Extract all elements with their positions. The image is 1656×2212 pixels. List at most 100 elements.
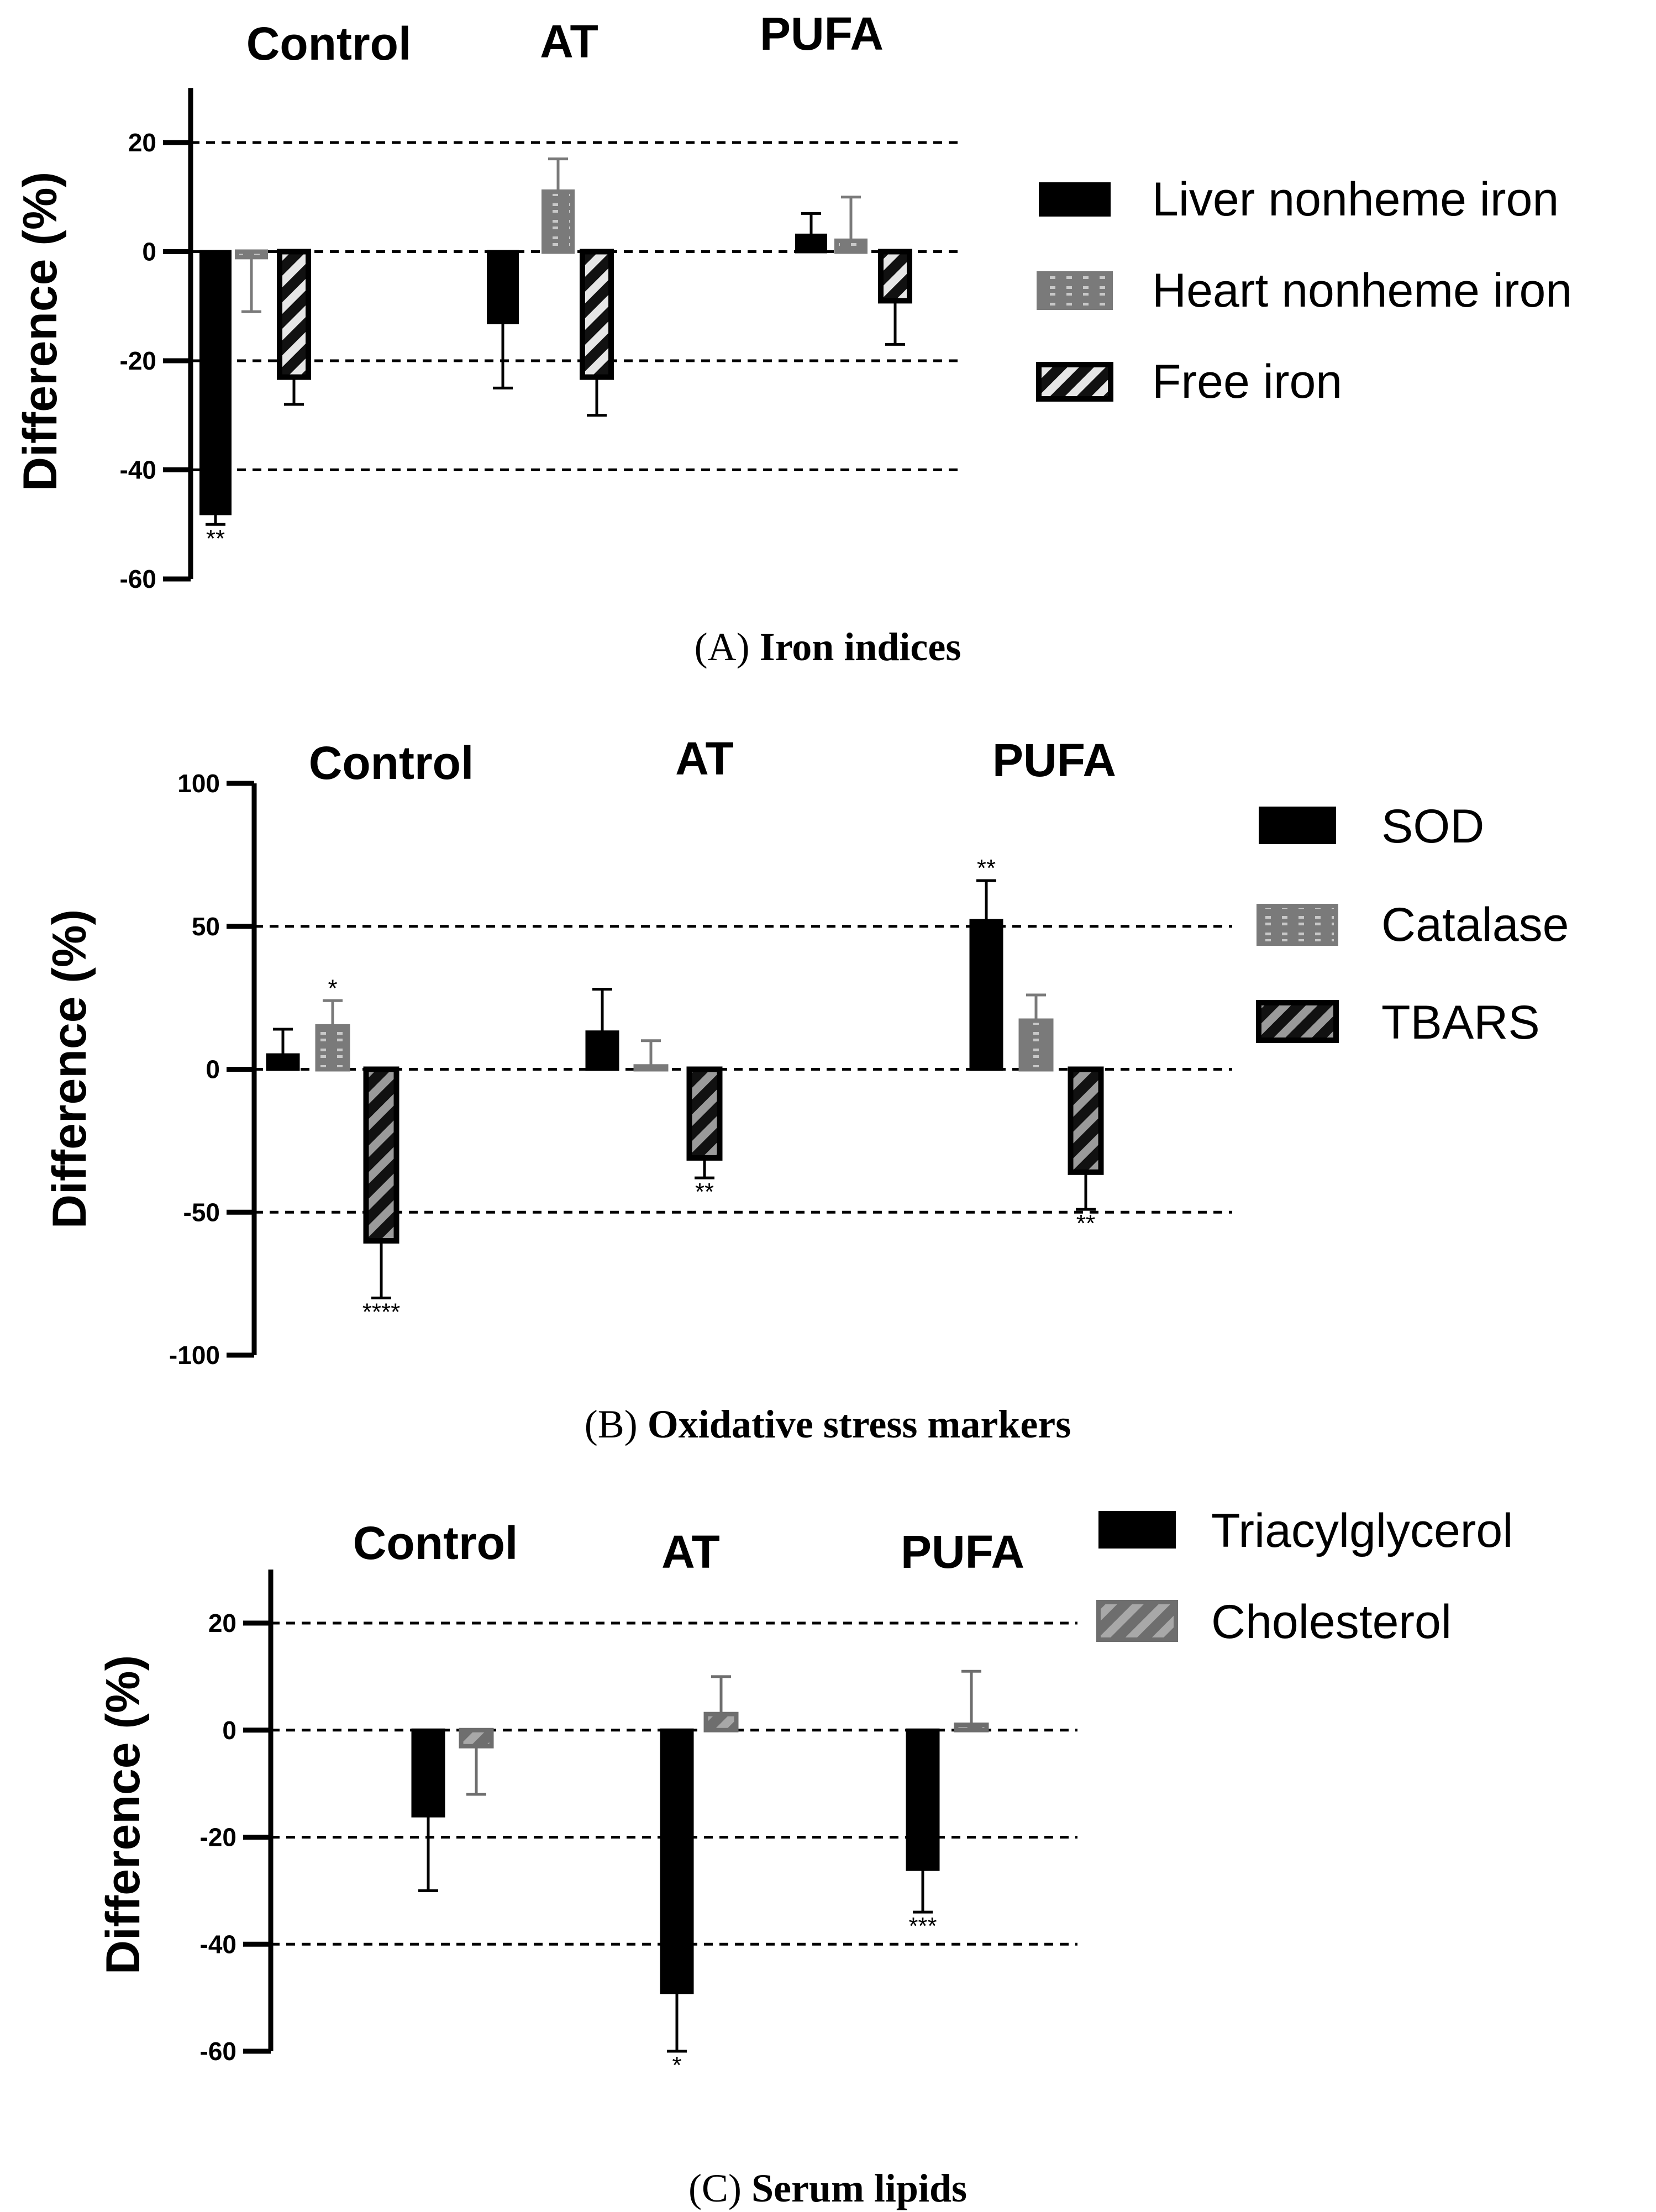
panel-b-group-label-control: Control: [309, 737, 474, 789]
bar-triacylglycerol-pufa: [906, 1728, 940, 1871]
panel-b-dashed-lines: [254, 925, 1232, 1214]
panel-b-group-label-pufa: PUFA: [992, 734, 1116, 786]
legend-label-tbars: TBARS: [1381, 996, 1540, 1049]
bar-liver-nonheme-iron-at: [487, 250, 519, 324]
panel-c-axis: 20 0 -20 -40 -60: [200, 1570, 274, 2066]
panel-b-caption: (B) Oxidative stress markers: [585, 1402, 1071, 1446]
legend-swatch-catalase: [1257, 904, 1338, 946]
panel-b-legend-item-tbars: TBARS: [1256, 996, 1540, 1049]
legend-label-liver-nonheme-iron: Liver nonheme iron: [1152, 173, 1559, 226]
panel-b-bars: ***********: [266, 855, 1104, 1326]
legend-swatch-cholesterol: [1096, 1600, 1178, 1642]
y-tick-label: -100: [169, 1341, 220, 1370]
panel-c: 200-20-40-60 **** Difference (%) Control…: [97, 1504, 1513, 2210]
y-tick-label: -40: [120, 456, 156, 484]
panel-b-legend: SOD Catalase TBARS: [1256, 800, 1569, 1049]
y-tick-label: 20: [208, 1609, 236, 1637]
panel-a-bars: **: [199, 157, 912, 552]
bar-liver-nonheme-iron-control: [199, 250, 232, 515]
panel-b-group-label-at: AT: [675, 733, 734, 784]
significance-marker: **: [206, 525, 225, 552]
bar-catalase-at: [633, 1064, 669, 1072]
legend-swatch-free-iron: [1036, 362, 1113, 402]
bar-triacylglycerol-control: [411, 1728, 445, 1818]
panel-c-legend: Triacylglycerol Cholesterol: [1096, 1504, 1513, 1649]
significance-marker: ***: [908, 1913, 937, 1940]
panel-b-axis: 100 50 0 -50 -100: [169, 769, 257, 1370]
panel-c-legend-item-triacylglycerol: Triacylglycerol: [1098, 1504, 1513, 1557]
panel-c-bars: ****: [411, 1669, 989, 2079]
significance-marker: **: [1076, 1210, 1095, 1237]
bar-heart-nonheme-iron-pufa: [834, 238, 868, 254]
legend-label-triacylglycerol: Triacylglycerol: [1211, 1504, 1513, 1557]
y-tick-label: -60: [200, 2037, 236, 2066]
y-tick-label: -50: [183, 1198, 220, 1226]
bar-free-iron-control: [277, 249, 311, 380]
significance-marker: *: [328, 975, 337, 1002]
bar-cholesterol-pufa: [954, 1723, 989, 1732]
legend-swatch-heart-nonheme-iron: [1037, 271, 1113, 310]
panel-c-group-label-pufa: PUFA: [901, 1526, 1024, 1578]
panel-c-group-label-control: Control: [353, 1517, 518, 1569]
bar-free-iron-at: [580, 249, 614, 380]
bar-catalase-control: [315, 1024, 350, 1072]
panel-a-legend-item-liver: Liver nonheme iron: [1039, 173, 1559, 226]
panel-c-group-label-at: AT: [661, 1526, 720, 1578]
significance-marker: ****: [362, 1299, 401, 1326]
y-tick-label: -40: [200, 1930, 236, 1958]
y-tick-label: 20: [128, 128, 156, 157]
panel-a-legend-item-free-iron: Free iron: [1036, 355, 1342, 408]
legend-swatch-liver-nonheme-iron: [1039, 182, 1111, 217]
legend-label-sod: SOD: [1381, 800, 1484, 853]
panel-a-legend: Liver nonheme iron Heart nonheme iron Fr…: [1036, 173, 1572, 408]
legend-label-free-iron: Free iron: [1152, 355, 1342, 408]
panel-c-legend-item-cholesterol: Cholesterol: [1096, 1595, 1452, 1649]
panel-a-group-label-control: Control: [246, 18, 412, 70]
panel-a-y-label: Difference (%): [14, 172, 67, 491]
panel-a-caption: (A) Iron indices: [695, 625, 961, 669]
bar-free-iron-pufa: [878, 249, 912, 304]
bar-triacylglycerol-at: [660, 1728, 694, 1994]
y-tick-label: 0: [142, 238, 156, 266]
bar-heart-nonheme-iron-control: [235, 249, 268, 260]
y-tick-label: 50: [192, 912, 220, 941]
panel-a-group-label-pufa: PUFA: [760, 8, 884, 60]
panel-a: 20 0 -20 -40 -60 ** Difference (%) Control A…: [14, 8, 1572, 669]
bar-tbars-at: [686, 1066, 723, 1161]
bar-cholesterol-control: [459, 1728, 494, 1748]
bar-tbars-pufa: [1068, 1066, 1104, 1175]
bar-cholesterol-at: [703, 1711, 739, 1732]
legend-swatch-triacylglycerol: [1098, 1511, 1176, 1549]
legend-swatch-sod: [1259, 807, 1336, 844]
panel-a-dashed-lines: [191, 141, 959, 471]
panel-a-group-label-at: AT: [540, 15, 598, 67]
significance-marker: *: [672, 2052, 681, 2079]
panel-a-axis: 20 0 -20 -40 -60: [120, 88, 193, 593]
y-tick-label: 0: [206, 1055, 220, 1084]
legend-label-heart-nonheme-iron: Heart nonheme iron: [1152, 264, 1572, 317]
y-tick-label: -60: [120, 565, 156, 593]
y-tick-label: 100: [177, 769, 220, 798]
panel-a-legend-item-heart: Heart nonheme iron: [1037, 264, 1572, 317]
legend-label-catalase: Catalase: [1381, 898, 1569, 951]
legend-swatch-tbars: [1256, 1000, 1339, 1043]
bar-catalase-pufa: [1018, 1018, 1054, 1072]
significance-marker: **: [977, 855, 996, 882]
bar-sod-at: [585, 1030, 619, 1071]
panel-c-caption: (C) Serum lipids: [688, 2166, 967, 2210]
y-tick-label: -20: [200, 1823, 236, 1852]
significance-marker: **: [695, 1178, 714, 1205]
panel-b-legend-item-catalase: Catalase: [1257, 898, 1569, 951]
y-tick-label: 0: [222, 1716, 236, 1745]
legend-label-cholesterol: Cholesterol: [1211, 1595, 1452, 1649]
bar-sod-pufa: [969, 919, 1003, 1071]
panel-b-y-label: Difference (%): [43, 909, 96, 1229]
bar-heart-nonheme-iron-at: [542, 189, 575, 254]
bar-liver-nonheme-iron-pufa: [795, 233, 827, 254]
panel-c-y-label: Difference (%): [97, 1655, 150, 1974]
bar-tbars-control: [363, 1066, 399, 1244]
y-tick-label: -20: [120, 346, 156, 375]
bar-sod-control: [266, 1053, 300, 1071]
